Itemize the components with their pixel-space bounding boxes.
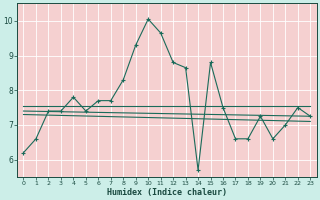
X-axis label: Humidex (Indice chaleur): Humidex (Indice chaleur) <box>107 188 227 197</box>
